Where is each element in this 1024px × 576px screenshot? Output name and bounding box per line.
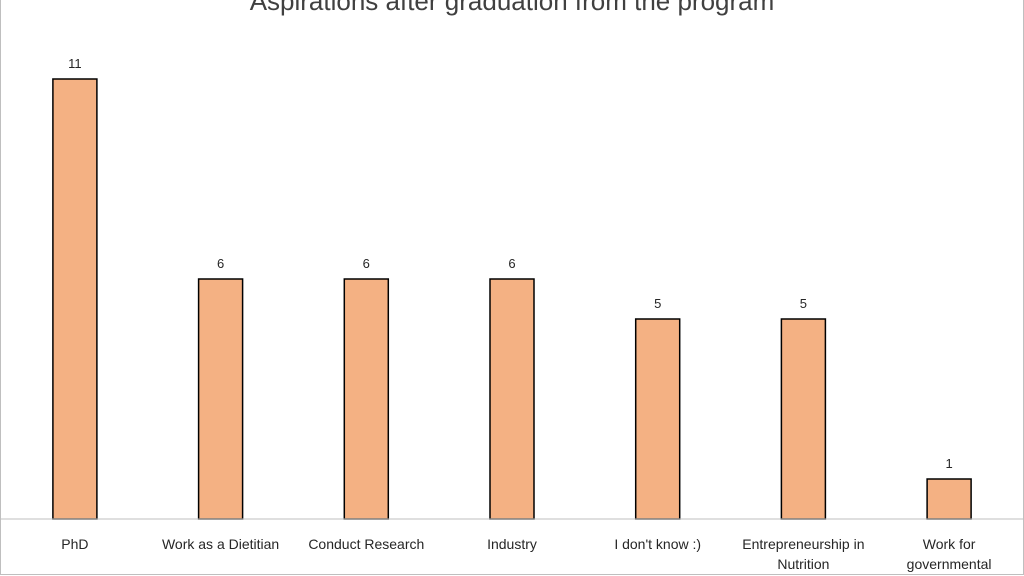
category-label-3: Industry — [487, 536, 537, 552]
data-labels-group: 11 6 6 6 5 5 1 — [68, 56, 953, 471]
category-label-line: Entrepreneurship in — [742, 536, 864, 552]
data-label-4: 5 — [654, 296, 661, 311]
category-label-1: Work as a Dietitian — [162, 536, 279, 552]
chart-title: Aspirations after graduation from the pr… — [249, 0, 775, 16]
bar-1 — [197, 278, 244, 520]
category-label-2: Conduct Research — [308, 536, 424, 552]
category-label-line: governmental — [907, 556, 992, 572]
category-label-line: PhD — [61, 536, 88, 552]
bar-6 — [926, 478, 972, 520]
bar-4 — [634, 318, 681, 520]
category-label-line: Conduct Research — [308, 536, 424, 552]
category-label-6: Work for governmental — [907, 536, 992, 572]
data-label-2: 6 — [363, 256, 370, 271]
category-label-4: I don't know :) — [614, 536, 701, 552]
bar-0 — [52, 78, 98, 520]
bar-5 — [780, 318, 827, 520]
category-label-line: Work as a Dietitian — [162, 536, 279, 552]
data-label-3: 6 — [508, 256, 515, 271]
category-label-line: Industry — [487, 536, 537, 552]
bar-3 — [489, 278, 535, 520]
category-label-5: Entrepreneurship in Nutrition — [742, 536, 864, 572]
data-label-1: 6 — [217, 256, 224, 271]
bar-2 — [343, 278, 390, 520]
category-label-0: PhD — [61, 536, 88, 552]
data-label-0: 11 — [68, 56, 82, 71]
data-label-5: 5 — [800, 296, 807, 311]
category-label-line: I don't know :) — [614, 536, 701, 552]
category-label-line: Nutrition — [777, 556, 829, 572]
bars-group — [52, 78, 972, 520]
category-labels-group: PhD Work as a Dietitian Conduct Research In… — [61, 536, 991, 572]
category-label-line: Work for — [923, 536, 976, 552]
data-label-6: 1 — [945, 456, 952, 471]
